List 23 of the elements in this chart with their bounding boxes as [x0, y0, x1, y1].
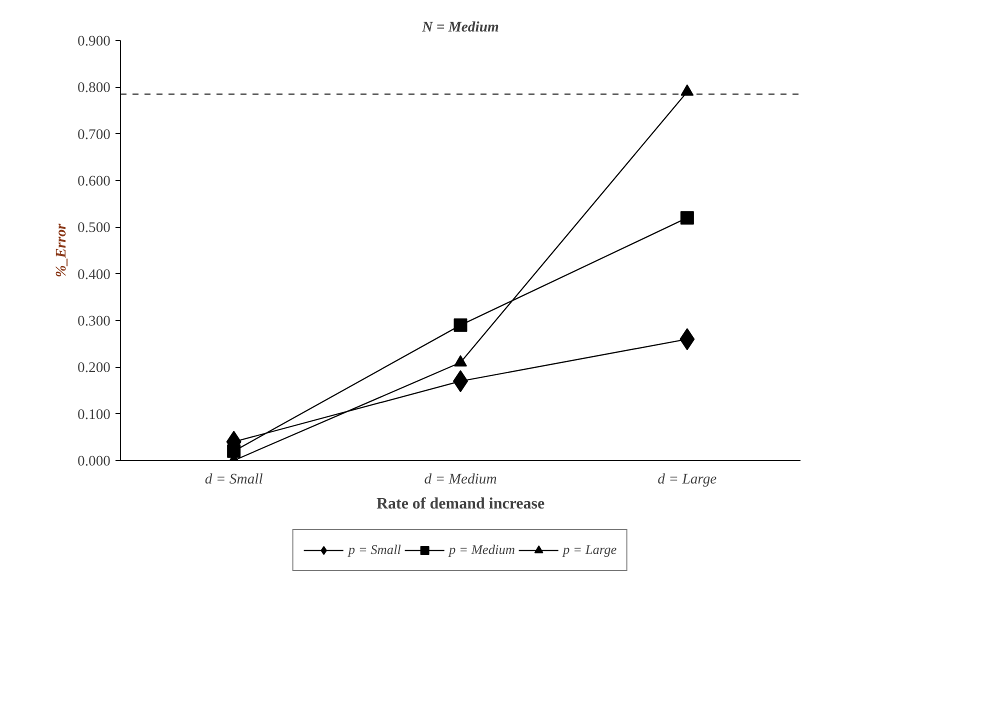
y-tick-label: 0.900 [78, 34, 111, 50]
point [680, 84, 694, 96]
y-tick-label: 0.500 [78, 220, 111, 236]
point [454, 318, 468, 332]
y-tick-label: 0.400 [78, 266, 111, 283]
y-tick-label: 0.300 [78, 314, 111, 330]
y-tick-label: 0.800 [78, 80, 111, 96]
chart-title: N = Medium [421, 20, 499, 36]
y-tick-label: 0.700 [78, 126, 111, 143]
point [680, 211, 694, 225]
x-tick-label: d = Small [204, 472, 263, 488]
x-tick-label: d = Large [658, 472, 718, 488]
point [227, 444, 241, 458]
x-axis-title: Rate of demand increase [376, 496, 545, 512]
y-tick-label: 0.200 [78, 360, 111, 376]
y-tick-label: 0.600 [78, 174, 111, 190]
y-tick-label: 0.100 [78, 406, 111, 423]
legend-label: p = Small [348, 542, 402, 558]
legend-label: p = Large [563, 542, 617, 558]
y-tick-label: 0.000 [78, 454, 111, 470]
legend-label: p = Medium [449, 542, 516, 558]
y-axis-title: %_Error [54, 223, 70, 278]
x-tick-label: d = Medium [424, 472, 497, 488]
